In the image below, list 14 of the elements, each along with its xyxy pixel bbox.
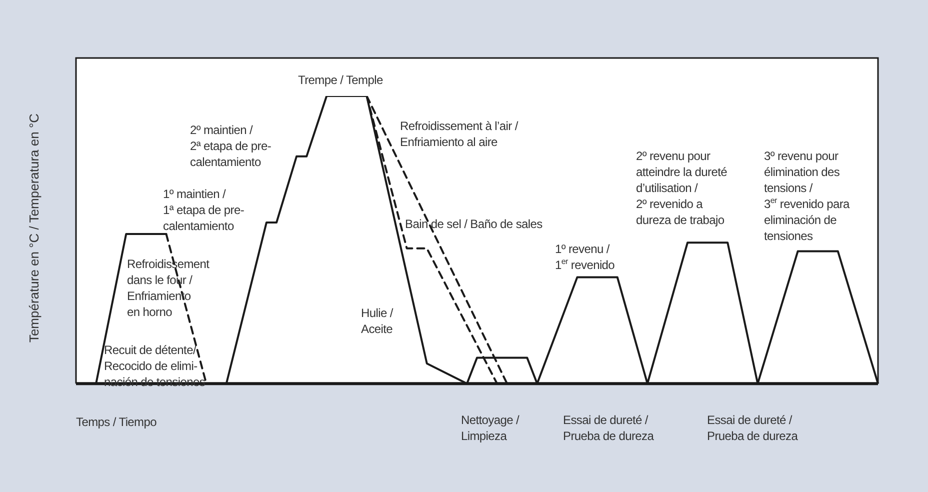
- annotation: 1º maintien / 1ª etapa de pre- calentamiento: [163, 186, 244, 234]
- annotation: Refroidissement à l’air / Enfriamiento al aire: [400, 118, 518, 150]
- text: Essai de dureté / Prueba de dureza: [707, 412, 798, 444]
- annotation: Hulie / Aceite: [361, 305, 393, 337]
- annotation: Bain de sel / Baño de sales: [405, 216, 542, 232]
- text: Trempe / Temple: [298, 72, 383, 88]
- annotation: 2º maintien / 2ª etapa de pre- calentamiento: [190, 122, 272, 170]
- annotation: 3º revenu pour élimination des tensions / 3$^{er}$ revenido para eliminación de tensiones: [764, 148, 850, 244]
- x-axis-title: Temps / Tiempo: [76, 414, 156, 430]
- annotation: 1º revenu / 1$^{er}$ revenido: [555, 241, 615, 273]
- annotation: 2º revenu pour atteindre la dureté d’utilisation / 2º revenido a dureza de trabajo: [636, 148, 728, 228]
- text: Essai de dureté / Prueba de dureza: [563, 412, 654, 444]
- text: Nettoyage / Limpieza: [461, 412, 520, 444]
- y-axis-title: Température en °C / Temperatura en °C: [26, 113, 42, 343]
